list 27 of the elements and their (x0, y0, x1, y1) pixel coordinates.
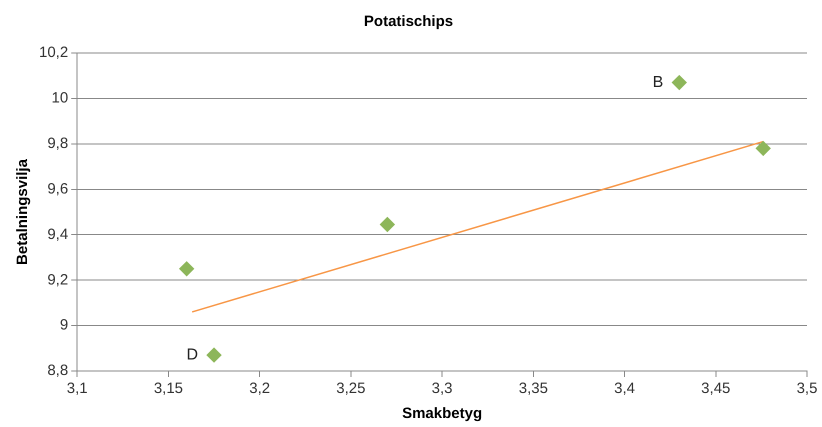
x-tick-label: 3,1 (66, 380, 88, 398)
point (380, 216, 395, 232)
point (672, 75, 687, 90)
y-tick-label: 9,4 (47, 226, 68, 243)
x-tick-label: 3,4 (614, 380, 635, 398)
y-tick-label: 9 (60, 316, 68, 334)
y-tick-label: 10,2 (38, 44, 68, 62)
y-axis-title: Betalningsvilja (14, 158, 32, 265)
x-tick-label: 3,45 (701, 380, 730, 398)
y-tick-label: 9,6 (47, 180, 68, 198)
annotation: B (652, 74, 664, 91)
y-tick-label: 10 (52, 90, 68, 107)
y-tick-label: 9,2 (47, 271, 68, 288)
chart-title: Potatischips (364, 13, 454, 30)
x-tick-label: 3,3 (432, 380, 453, 398)
x-axis-title: Smakbetyg (402, 405, 482, 422)
y-tick-label: 8,8 (47, 362, 68, 380)
x-tick-label: 3,35 (518, 380, 548, 398)
point (179, 261, 194, 276)
y-tick-label: 9,8 (47, 135, 68, 152)
x-tick-label: 3,25 (336, 380, 366, 398)
x-tick-label: 3,2 (249, 380, 270, 398)
annotation: D (186, 346, 198, 364)
point (206, 348, 222, 363)
x-tick-label: 3,5 (796, 380, 818, 398)
point (756, 140, 771, 156)
x-tick-label: 3,15 (154, 380, 184, 398)
